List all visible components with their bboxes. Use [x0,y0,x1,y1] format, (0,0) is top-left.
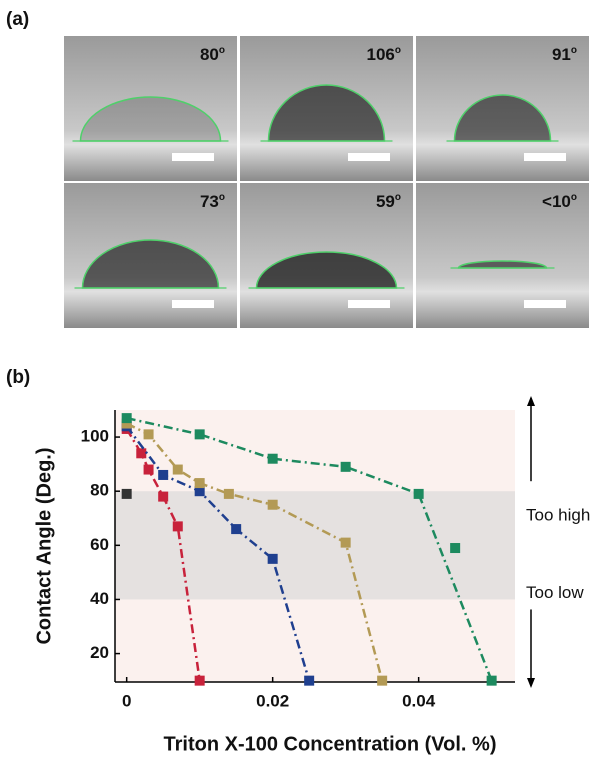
x-axis-label: Triton X-100 Concentration (Vol. %) [164,733,497,755]
band [115,491,515,600]
data-point [158,469,169,480]
data-point [158,491,169,502]
scale-bar [524,300,566,308]
droplet [453,94,552,142]
droplet [267,84,386,142]
data-point [450,543,461,554]
degree-sign: o [395,45,401,56]
data-point [231,524,242,535]
data-point [413,488,424,499]
data-point [136,448,147,459]
angle-label: 91o [552,45,577,65]
annotation: Too high [526,506,590,525]
data-point [304,675,315,686]
data-point [267,453,278,464]
data-point [267,499,278,510]
y-tick-label: 20 [90,643,109,662]
data-point [172,521,183,532]
droplet [255,251,398,289]
data-point [194,478,205,489]
series-line [125,425,311,682]
y-tick-label: 80 [90,481,109,500]
angle-value: 91 [552,45,571,64]
data-point [486,675,497,686]
degree-sign: o [395,192,401,203]
degree-sign: o [571,192,577,203]
data-point [143,464,154,475]
data-point [267,553,278,564]
droplet [457,260,548,269]
degree-sign: o [219,45,225,56]
data-point [194,429,205,440]
annotation: Too low [526,583,584,602]
angle-label: 59o [376,192,401,212]
panel-label: (b) [6,367,30,388]
panel-label: (a) [6,9,29,30]
droplet [81,239,220,289]
y-tick-label: 60 [90,535,109,554]
angle-label: 73o [200,192,225,212]
data-point [121,413,132,424]
data-point [194,486,205,497]
angle-label: 80o [200,45,225,65]
series-line [126,416,493,682]
y-tick-label: 40 [90,589,109,608]
data-point [340,537,351,548]
data-point [340,461,351,472]
scale-bar [172,300,214,308]
data-point [194,675,205,686]
angle-value: <10 [542,192,571,211]
data-point [377,675,388,686]
data-point [143,429,154,440]
angle-label: 106o [367,45,401,65]
data-point [223,488,234,499]
data-point [172,464,183,475]
data-point [121,418,132,429]
series-line [126,422,384,681]
arrowhead [527,678,535,688]
data-point [121,488,132,499]
scale-bar [524,153,566,161]
angle-label: <10o [542,192,577,212]
degree-sign: o [219,192,225,203]
y-tick-label: 100 [81,427,109,446]
scale-bar [348,153,390,161]
droplet [79,96,222,142]
arrowhead [527,396,535,406]
scale-bar [348,300,390,308]
angle-value: 73 [200,192,219,211]
angle-value: 106 [367,45,395,64]
x-tick-label: 0 [122,691,131,710]
degree-sign: o [571,45,577,56]
angle-value: 80 [200,45,219,64]
chart: 20 40 60 80 100 0 0.02 0.04 Triton X-100 Concent… [33,396,590,755]
scale-bar [172,153,214,161]
x-tick-label: 0.02 [256,691,289,710]
x-tick-label: 0.04 [402,691,436,710]
y-axis-label: Contact Angle (Deg.) [33,447,55,644]
angle-value: 59 [376,192,395,211]
